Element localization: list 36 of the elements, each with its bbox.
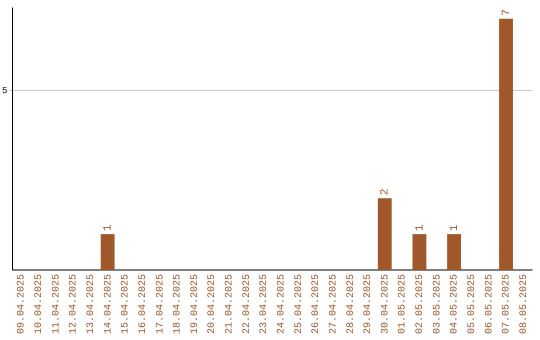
x-tick-label: 06.05.2025 [484,274,496,334]
x-tick-label: 04.05.2025 [450,274,461,334]
x-tick-label: 10.04.2025 [34,274,46,334]
x-tick-label: 30.04.2025 [380,274,392,334]
x-tick-label: 29.04.2025 [363,274,374,334]
data-label: 1 [414,224,426,232]
data-label: 2 [380,188,392,196]
x-tick-label: 03.05.2025 [432,274,444,334]
x-tick-label: 27.04.2025 [328,274,340,334]
x-tick-label: 12.04.2025 [68,274,80,334]
x-tick-label: 18.04.2025 [172,274,184,334]
x-tick-label: 09.04.2025 [16,274,28,334]
x-tick-label: 23.04.2025 [259,274,270,334]
x-tick-label: 25.04.2025 [294,274,305,334]
x-tick-label: 19.04.2025 [190,274,201,334]
x-tick-label: 17.04.2025 [155,274,166,334]
x-tick-label: 08.05.2025 [518,274,530,334]
x-tick-label: 01.05.2025 [398,274,409,334]
x-tick-label: 02.05.2025 [415,274,426,334]
x-tick-label: 05.05.2025 [467,274,478,334]
data-label: 7 [500,9,513,16]
x-tick-label: 07.05.2025 [502,274,513,334]
x-tick-label: 14.04.2025 [103,274,114,334]
x-tick-label: 28.04.2025 [346,274,357,334]
x-tick-label: 11.04.2025 [51,274,62,334]
y-tick-label: 5 [2,86,8,96]
data-label: 1 [102,224,115,232]
x-tick-label: 15.04.2025 [120,274,132,334]
x-tick-label: 22.04.2025 [242,274,253,334]
x-tick-label: 13.04.2025 [86,274,97,334]
x-tick-label: 24.04.2025 [276,274,288,334]
data-label: 1 [448,224,461,232]
x-tick-label: 21.04.2025 [224,274,236,334]
x-tick-label: 20.04.2025 [207,274,218,334]
x-tick-label: 26.04.2025 [311,274,322,334]
x-tick-label: 16.04.2025 [138,274,149,334]
